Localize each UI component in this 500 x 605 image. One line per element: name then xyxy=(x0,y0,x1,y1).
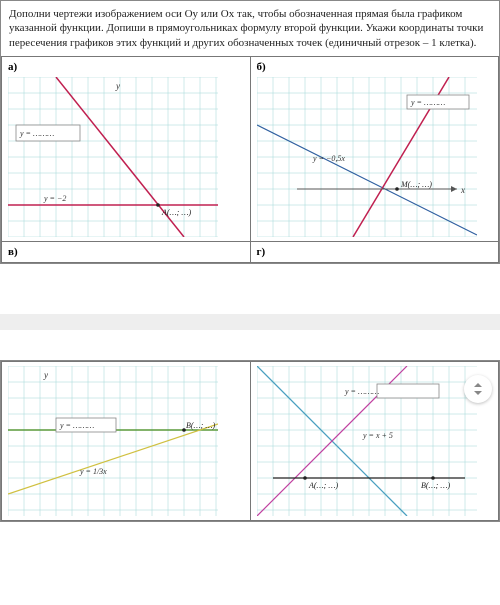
formula-v: y = ……… xyxy=(59,421,94,430)
label-v: в) xyxy=(6,244,246,260)
point-m xyxy=(395,187,399,191)
scroll-indicator[interactable] xyxy=(464,375,492,403)
formula-g: y = ……… xyxy=(344,387,379,396)
point-b-label-g: B(…; …) xyxy=(421,481,450,490)
point-m-label: M(…; …) xyxy=(400,180,432,189)
page-gap xyxy=(0,264,500,314)
worksheet-page-2: y y = ……… y = 1/3x B(…; …) xyxy=(0,360,500,522)
axis-y-v: y xyxy=(43,370,48,380)
panel-b: y = ……… y = −0,5x x M(…; …) xyxy=(255,75,495,239)
gray-band xyxy=(0,314,500,330)
point-a-label-g: A(…; …) xyxy=(308,481,338,490)
given-b: y = −0,5x xyxy=(312,154,345,163)
given-v: y = 1/3x xyxy=(79,467,107,476)
panel-g: y = ……… y = x + 5 A(…; …) B(…; …) xyxy=(255,364,495,518)
label-a: а) xyxy=(6,59,246,75)
panels-table: а) y y = ……… xyxy=(1,56,499,263)
page-gap-2 xyxy=(0,330,500,360)
formula-text-a: y = ……… xyxy=(19,129,54,138)
label-g: г) xyxy=(255,244,495,260)
panels-table-2: y y = ……… y = 1/3x B(…; …) xyxy=(1,361,499,521)
axis-label-y: y xyxy=(115,81,120,91)
formula-text-b: y = ……… xyxy=(410,98,445,107)
given-a: y = −2 xyxy=(43,194,66,203)
panel-v: y y = ……… y = 1/3x B(…; …) xyxy=(6,364,246,518)
point-b-g xyxy=(431,476,435,480)
point-a-g xyxy=(303,476,307,480)
worksheet-page: Дополни чертежи изображением оси Oy или … xyxy=(0,0,500,264)
formula-box-g xyxy=(377,384,439,398)
point-label-a: A(…; …) xyxy=(161,208,191,217)
point-a xyxy=(156,203,160,207)
panel-a: y y = ……… y = −2 A(…; …) xyxy=(6,75,246,239)
label-b: б) xyxy=(255,59,495,75)
given-g: y = x + 5 xyxy=(362,431,393,440)
axis-x-b: x xyxy=(460,185,465,195)
point-b-label-v: B(…; …) xyxy=(186,421,215,430)
task-instructions: Дополни чертежи изображением оси Oy или … xyxy=(1,1,499,56)
